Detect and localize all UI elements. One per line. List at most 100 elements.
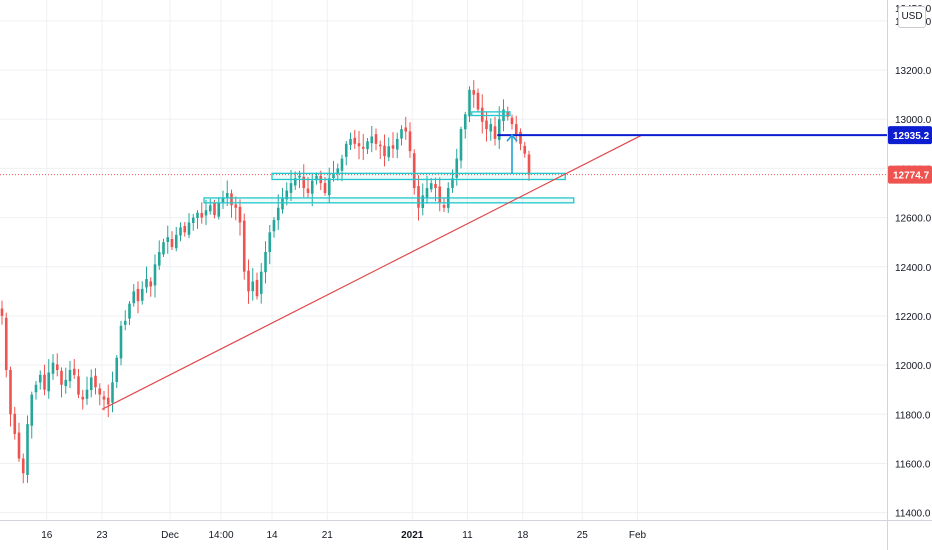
candle-body [493,126,497,139]
candle-body [523,145,527,154]
candle-body [94,375,97,388]
price-tick-label: 12400.0 [895,263,932,274]
candle-body [276,207,280,221]
candle-body [349,138,352,145]
candle-body [306,188,310,194]
candle-body [340,158,344,171]
candle-body [255,279,259,297]
candle-body [429,183,433,190]
candle-body [336,168,340,174]
candle-body [259,271,263,294]
candle-body [230,193,233,206]
candle-body [47,372,51,392]
time-tick-label: 25 [577,530,589,541]
candle-body [480,107,484,122]
candle-body [225,193,229,198]
candle-body [434,183,437,189]
candle-body [187,222,191,235]
candle-body [383,145,386,157]
candle-body [17,432,21,459]
candle-body [442,205,446,208]
candle-body [13,413,17,434]
price-tick-label: 12000.0 [895,361,932,372]
candle-body [26,424,29,475]
trendline [101,134,643,410]
support-zone-1 [271,172,566,181]
candle-body [459,129,463,161]
candle-body [64,379,68,387]
candle-body [272,220,276,232]
time-tick-label: 18 [517,530,529,541]
candle-body [89,377,93,390]
candle-body [162,242,165,255]
candle-body [485,120,488,130]
candle-body [51,362,55,374]
candle-body [132,291,136,304]
candle-body [140,288,144,301]
candle-body [285,190,289,200]
candle-body [293,178,297,186]
candle-body [30,394,34,426]
candle-body [298,175,301,178]
candle-body [81,396,85,400]
candle-body [98,388,102,395]
time-tick-label: Dec [161,530,179,541]
candle-body [174,234,178,249]
candle-body [119,325,123,359]
candle-body [234,204,238,208]
candle-body [315,175,318,181]
candle-body [213,203,216,216]
candle-body [128,303,131,319]
candle-body [506,111,510,117]
price-tick-label: 12600.0 [895,214,932,225]
candle-body [183,225,187,233]
candle-body [85,389,89,399]
time-tick-label: 23 [96,530,108,541]
candle-body [72,368,76,375]
candle-body [332,173,335,178]
candle-body [34,384,38,393]
price-badge [888,165,932,184]
candle-body [323,183,327,194]
candle-body [157,252,161,266]
candle-body [21,458,25,474]
candle-body [149,281,153,287]
candle-body [527,154,531,175]
candle-body [353,137,357,144]
candle-body [9,369,12,415]
candle-body [412,153,416,189]
candle-body [170,239,174,248]
candle-body [242,220,246,272]
time-tick-label: 16 [41,530,53,541]
currency-button[interactable]: USD [898,6,926,28]
price-tick-label: 11400.0 [895,509,931,520]
candle-body [404,127,408,132]
candle-body [472,90,476,95]
candle-body [344,143,348,157]
candle-body [378,144,382,147]
price-tick-label: 11800.0 [895,410,931,421]
candle-body [421,195,425,209]
candle-body [310,180,314,194]
candle-body [281,197,284,210]
candle-body [289,183,293,193]
candle-body [425,188,429,198]
candle-body [77,376,80,395]
candle-body [153,264,157,286]
price-tick-label: 13200.0 [895,66,932,77]
candle-body [361,146,365,149]
candle-body [408,131,412,152]
candle-body [111,382,114,403]
candle-body [268,232,272,252]
price-badge-label: 12935.2 [893,131,930,142]
time-tick-label: 14 [266,530,278,541]
candle-body [438,186,442,203]
candle-body [357,143,361,147]
candle-body [463,114,467,130]
candle-body [196,212,199,219]
candle-body [217,202,221,217]
candle-body [204,210,208,216]
candle-body [38,374,42,383]
candle-body [43,374,46,390]
